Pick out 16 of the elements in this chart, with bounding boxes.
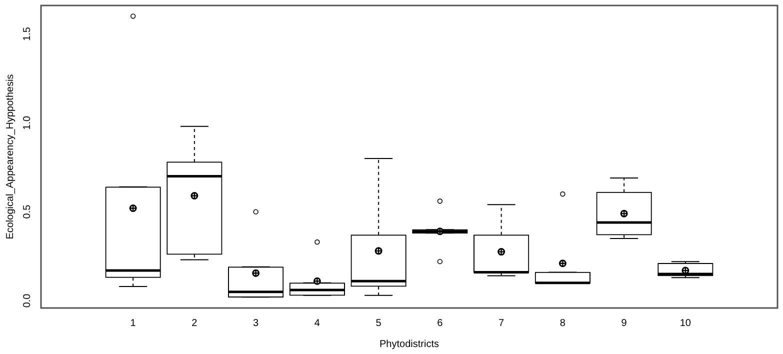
x-tick-label: 9 xyxy=(621,318,628,329)
y-tick-label: 0.0 xyxy=(22,293,33,308)
y-tick-label: 1.5 xyxy=(22,26,33,41)
x-tick-label: 7 xyxy=(498,318,505,329)
x-tick-label: 6 xyxy=(437,318,444,329)
x-axis-title: Phytodistricts xyxy=(380,338,439,350)
x-tick-label: 3 xyxy=(253,318,260,329)
x-tick-label: 8 xyxy=(560,318,566,329)
x-tick-label: 2 xyxy=(192,318,198,329)
x-tick-label: 10 xyxy=(680,318,692,329)
y-axis-title: Ecological_Appearency_Hyppothesis xyxy=(4,74,16,240)
x-tick-label: 5 xyxy=(376,318,382,329)
y-tick-label: 0.5 xyxy=(22,204,33,219)
y-tick-label: 1.0 xyxy=(22,115,33,130)
x-tick-label: 4 xyxy=(314,318,320,329)
x-tick-label: 1 xyxy=(130,318,136,329)
